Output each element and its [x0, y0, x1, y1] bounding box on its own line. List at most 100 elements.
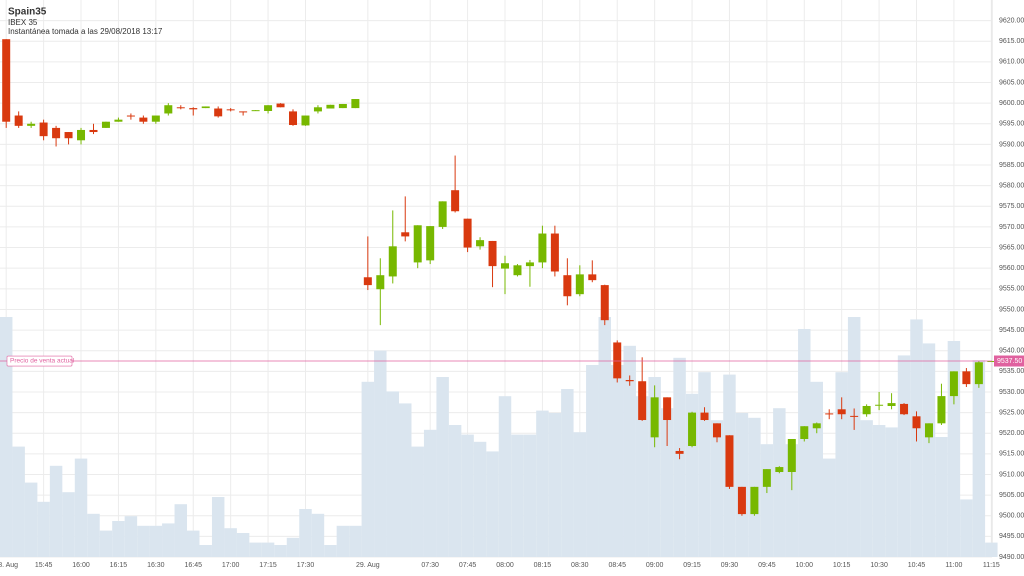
volume-bar	[149, 525, 163, 557]
volume-bar	[598, 317, 611, 557]
volume-bar	[972, 360, 986, 557]
y-tick-label: 9575.00	[999, 203, 1024, 210]
y-tick-label: 9595.00	[999, 121, 1024, 128]
volume-bar	[960, 499, 973, 557]
volume-bar	[187, 530, 200, 557]
candle-body	[27, 123, 36, 126]
x-tick-label: 07:45	[459, 562, 477, 569]
volume-bar	[773, 408, 786, 557]
candle-body	[775, 467, 784, 473]
candle-body	[401, 232, 410, 237]
y-tick-label: 9545.00	[999, 327, 1024, 334]
x-tick-label: 08:00	[496, 562, 514, 569]
chart-subtitle: IBEX 35	[8, 18, 38, 27]
volume-bar	[324, 545, 337, 557]
candle-body	[501, 263, 509, 269]
volume-bar	[461, 434, 474, 557]
volume-bar	[99, 530, 113, 557]
candle-body	[650, 397, 659, 438]
x-tick-label: 16:45	[184, 562, 202, 569]
volume-bar	[24, 482, 38, 557]
candle-body	[488, 240, 497, 267]
candle-body	[850, 415, 859, 417]
candle-body	[625, 379, 634, 382]
candle-body	[351, 99, 360, 109]
y-tick-label: 9515.00	[999, 451, 1024, 458]
y-tick-label: 9490.00	[999, 554, 1024, 561]
candle-body	[376, 275, 385, 290]
volume-bar	[224, 528, 237, 557]
candle-body	[875, 404, 884, 406]
volume-bar	[74, 458, 88, 557]
x-tick-label: 08:30	[571, 562, 589, 569]
candle-body	[239, 111, 248, 113]
candle-body	[114, 119, 123, 122]
volume-bar	[610, 365, 624, 557]
current-price-label: Precio de venta actual	[10, 358, 75, 365]
volume-bar	[423, 429, 437, 557]
candle-body	[164, 105, 173, 114]
candle-body	[14, 115, 23, 126]
volume-bar	[922, 343, 936, 557]
candle-body	[538, 233, 547, 263]
candle-body	[363, 277, 372, 286]
volume-bar	[211, 497, 225, 557]
candle-body	[413, 225, 422, 263]
x-tick-label: 10:15	[833, 562, 851, 569]
volume-bar	[486, 451, 499, 557]
volume-bar	[386, 391, 400, 557]
x-tick-label: 09:45	[758, 562, 776, 569]
candle-body	[700, 412, 709, 421]
candle-body	[189, 108, 198, 110]
x-tick-label: 28. Aug	[0, 562, 18, 569]
candle-body	[974, 362, 983, 385]
candle-body	[176, 107, 185, 109]
y-tick-label: 9520.00	[999, 430, 1024, 437]
volume-bar	[0, 317, 13, 557]
candle-body	[64, 132, 73, 139]
volume-bar	[399, 403, 412, 557]
candle-body	[214, 108, 223, 117]
y-tick-label: 9555.00	[999, 286, 1024, 293]
volume-bar	[897, 355, 911, 557]
candle-body	[613, 342, 622, 379]
candle-body	[313, 107, 322, 112]
candle-body	[563, 275, 572, 297]
candle-body	[338, 103, 347, 109]
volume-bar	[336, 525, 350, 557]
candle-body	[2, 39, 11, 122]
candle-body	[725, 435, 734, 487]
x-tick-label: 09:00	[646, 562, 664, 569]
candle-body	[201, 106, 210, 109]
candle-body	[862, 405, 871, 415]
x-tick-label: 09:15	[683, 562, 701, 569]
y-tick-label: 9590.00	[999, 141, 1024, 148]
volume-bar	[660, 408, 674, 557]
candle-body	[39, 122, 48, 137]
candle-body	[737, 486, 746, 515]
x-tick-label: 16:15	[110, 562, 128, 569]
candle-body	[276, 103, 285, 108]
y-tick-label: 9495.00	[999, 533, 1024, 540]
x-tick-label: 11:00	[945, 562, 962, 569]
volume-bar	[361, 381, 375, 557]
candle-body	[438, 201, 447, 227]
volume-bar	[623, 345, 636, 557]
volume-bar	[236, 533, 250, 557]
volume-bar	[162, 523, 175, 557]
volume-bar	[872, 425, 886, 557]
volume-bar	[49, 465, 63, 557]
volume-bar	[299, 509, 312, 557]
candle-body	[451, 190, 460, 212]
candle-layer	[2, 39, 996, 516]
volume-bar	[511, 434, 524, 557]
candle-body	[712, 423, 721, 438]
volume-bar	[785, 444, 799, 557]
volume-bar	[174, 504, 188, 557]
y-tick-label: 9585.00	[999, 162, 1024, 169]
volume-bar	[37, 501, 50, 557]
candle-body	[600, 285, 609, 321]
volume-bar	[635, 396, 649, 557]
candle-body	[550, 233, 559, 272]
candle-body	[151, 115, 160, 122]
